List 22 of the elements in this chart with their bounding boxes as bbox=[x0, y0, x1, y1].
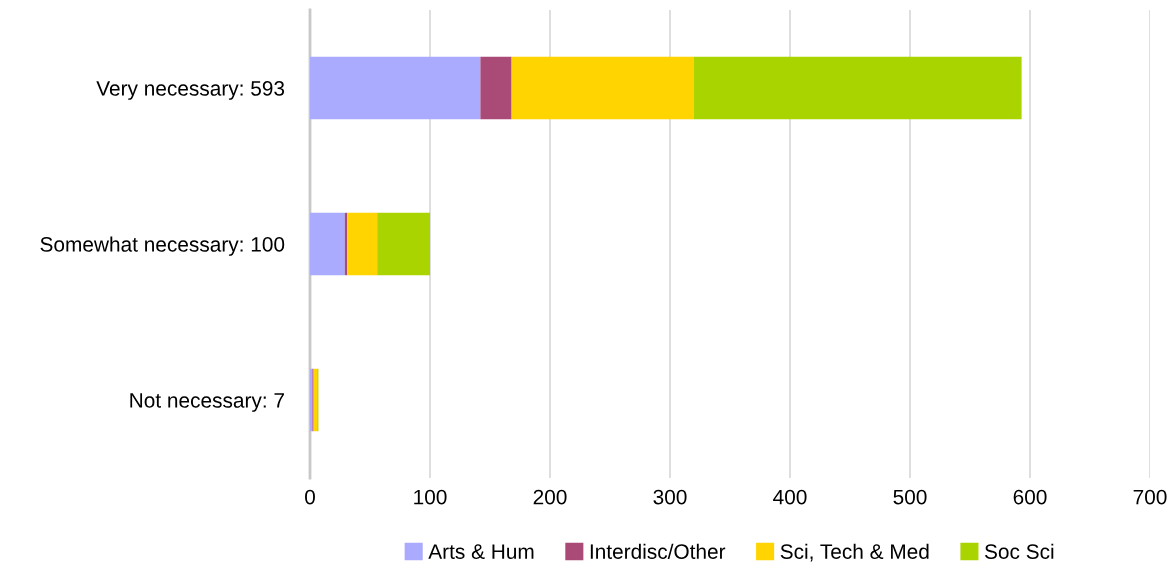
bar bbox=[511, 56, 694, 120]
bar bbox=[310, 56, 481, 120]
x-tick-label: 500 bbox=[893, 489, 927, 505]
legend-label: Sci, Tech & Med bbox=[780, 543, 929, 562]
x-tick-label: 100 bbox=[414, 489, 447, 505]
x-tick-label: 0 bbox=[305, 489, 315, 505]
bar bbox=[694, 56, 1022, 120]
bar bbox=[480, 56, 512, 120]
legend-label: Soc Sci bbox=[984, 543, 1054, 559]
x-tick-label: 700 bbox=[1133, 489, 1167, 505]
x-tick-label: 400 bbox=[773, 489, 807, 505]
y-tick-label: Not necessary: 7 bbox=[130, 393, 284, 412]
bar bbox=[347, 212, 378, 276]
legend-label: Interdisc/Other bbox=[590, 543, 726, 559]
x-tick-label: 300 bbox=[653, 489, 687, 505]
legend-label: Arts & Hum bbox=[428, 544, 534, 559]
y-tick-label: Somewhat necessary: 100 bbox=[40, 236, 285, 256]
x-tick-label: 600 bbox=[1013, 489, 1047, 505]
y-tick-label: Very necessary: 593 bbox=[96, 81, 285, 100]
bar bbox=[310, 212, 345, 276]
x-tick-label: 200 bbox=[533, 489, 567, 505]
bar bbox=[377, 212, 430, 276]
